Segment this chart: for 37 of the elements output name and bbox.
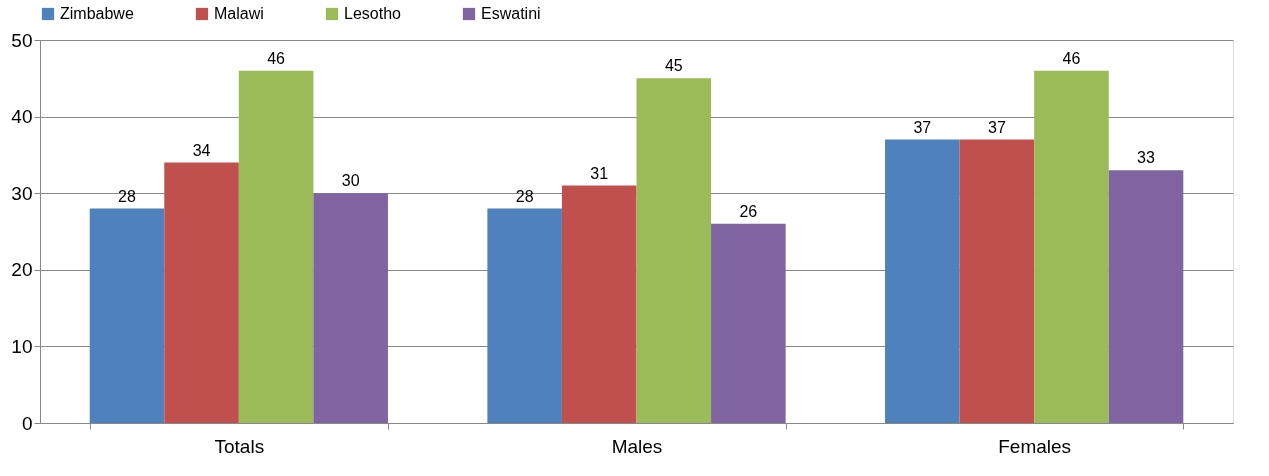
- x-tick-label: Totals: [214, 435, 265, 457]
- data-label: 33: [1137, 149, 1156, 167]
- y-tick-label: 20: [11, 259, 33, 281]
- data-label: 28: [118, 187, 136, 205]
- bar: [89, 208, 165, 423]
- bar: [313, 193, 388, 423]
- legend-label: Zimbabwe: [60, 5, 134, 22]
- bar: [164, 162, 239, 423]
- bar: [238, 70, 314, 423]
- data-label: 30: [341, 172, 360, 190]
- legend-label: Eswatini: [481, 5, 541, 22]
- y-tick-label: 0: [21, 412, 33, 434]
- data-label: 34: [192, 141, 211, 159]
- bar: [1034, 70, 1109, 423]
- data-label: 26: [739, 202, 758, 220]
- bar: [487, 208, 562, 423]
- data-label: 46: [267, 49, 286, 67]
- data-label: 37: [987, 118, 1006, 136]
- bar: [959, 139, 1035, 423]
- x-tick-label: Females: [998, 435, 1072, 457]
- bar: [1108, 170, 1184, 423]
- y-tick-label: 40: [11, 106, 33, 128]
- bar: [636, 78, 712, 423]
- bar: [711, 223, 786, 423]
- bar: [561, 185, 637, 423]
- legend-label: Malawi: [214, 5, 264, 22]
- y-tick-label: 10: [11, 335, 33, 357]
- x-tick-label: Males: [611, 435, 663, 457]
- data-label: 46: [1062, 49, 1081, 67]
- data-label: 37: [913, 118, 932, 136]
- data-label: 45: [664, 57, 683, 75]
- legend-label: Lesotho: [344, 5, 402, 22]
- bar: [885, 139, 960, 423]
- data-label: 31: [590, 164, 609, 182]
- y-tick-label: 50: [11, 29, 33, 51]
- y-tick-label: 30: [11, 182, 33, 204]
- data-label: 28: [515, 187, 534, 205]
